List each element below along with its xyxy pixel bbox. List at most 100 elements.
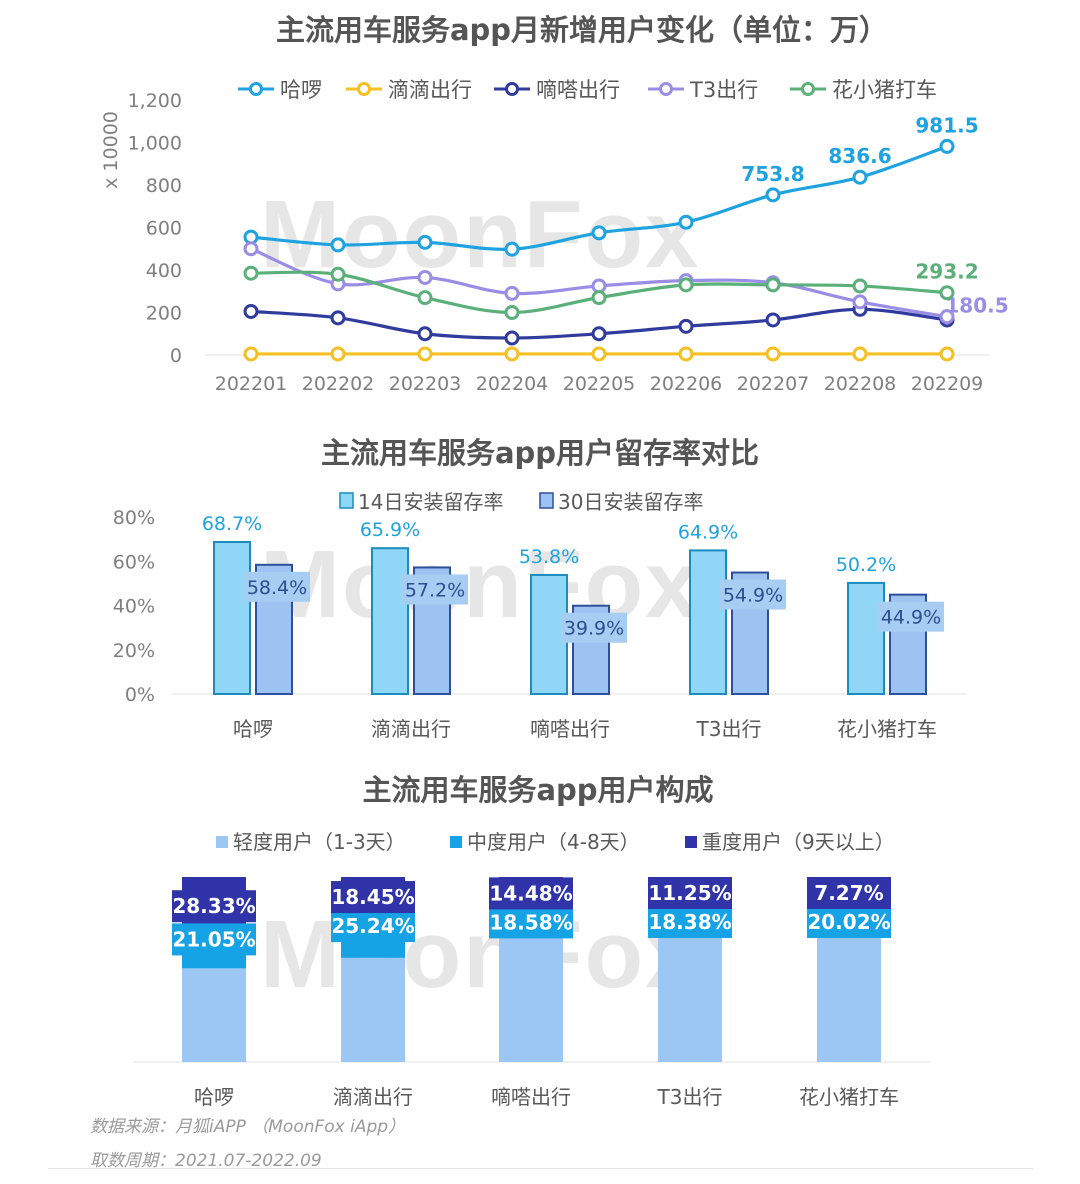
- data-point: [939, 309, 955, 325]
- data-point: [765, 312, 781, 328]
- data-label: 753.8: [741, 162, 804, 186]
- legend-marker-5: [801, 82, 815, 96]
- bar2-label: 44.9%: [881, 607, 941, 629]
- bar2-label-bg: [402, 574, 468, 605]
- label3-bg: [648, 906, 732, 938]
- x3-tick-label: 哈啰: [194, 1085, 234, 1109]
- legend3-swatch-1: [216, 836, 228, 848]
- footer-divider: [48, 1168, 1033, 1169]
- label3-bg: [648, 877, 732, 909]
- data-label: 180.5: [945, 294, 1008, 318]
- data-point: [678, 214, 694, 230]
- x-tick-label: 202205: [563, 373, 636, 395]
- y2-tick-label: 40%: [113, 596, 155, 618]
- y2-tick-label: 20%: [113, 640, 155, 662]
- y2-tick-label: 60%: [113, 551, 155, 573]
- legend3-swatch-3: [685, 836, 697, 848]
- label3-bg: [807, 877, 891, 909]
- y-tick-label: 600: [146, 218, 182, 240]
- label3-bg: [172, 890, 256, 923]
- legend-label-4: T3出行: [689, 78, 758, 102]
- x-tick-label: 202206: [650, 373, 723, 395]
- legend2-swatch-2: [539, 492, 554, 509]
- footer-period: 取数周期：2021.07-2022.09: [90, 1151, 322, 1171]
- data-point: [330, 237, 346, 253]
- chart3-title: 主流用车服务app用户构成: [362, 773, 713, 807]
- data-point: [417, 290, 433, 306]
- data-label: 981.5: [915, 113, 978, 137]
- bar2-label-bg: [561, 612, 627, 643]
- data-point: [504, 330, 520, 346]
- data-point: [417, 269, 433, 285]
- bar2-label: 57.2%: [405, 579, 465, 601]
- bar2-label: 50.2%: [836, 554, 896, 576]
- y-tick-label: 800: [146, 175, 182, 197]
- composition-segment: [658, 931, 722, 1062]
- legend-marker-4: [659, 82, 673, 96]
- y-tick-label: 0: [170, 345, 182, 367]
- data-label: 836.6: [828, 144, 891, 168]
- data-point: [591, 326, 607, 342]
- x3-tick-label: T3出行: [657, 1085, 723, 1109]
- chart1-title: 主流用车服务app月新增用户变化（单位：万）: [276, 13, 888, 47]
- segment-label: 14.48%: [489, 881, 572, 905]
- composition-segment: [499, 938, 563, 1062]
- label3-bg: [489, 877, 573, 910]
- y-axis-label: x 10000: [100, 111, 122, 189]
- data-point: [678, 346, 694, 362]
- label3-bg: [331, 910, 415, 943]
- data-point: [243, 303, 259, 319]
- data-point: [417, 346, 433, 362]
- data-point: [678, 318, 694, 334]
- legend-label-5: 花小猪打车: [832, 78, 937, 102]
- segment-label: 18.38%: [648, 910, 731, 934]
- data-point: [243, 241, 259, 257]
- data-label: 293.2: [915, 260, 978, 284]
- legend-label-3: 嘀嗒出行: [536, 78, 620, 102]
- footer-source: 数据来源：月狐iAPP （MoonFox iApp）: [90, 1117, 406, 1137]
- y2-tick-label: 0%: [125, 684, 155, 706]
- segment-label: 25.24%: [331, 914, 414, 938]
- x2-tick-label: 哈啰: [233, 717, 273, 741]
- x2-tick-label: T3出行: [696, 717, 762, 741]
- composition-segment: [182, 968, 246, 1062]
- data-point: [678, 277, 694, 293]
- legend3-label-3: 重度用户（9天以上）: [702, 830, 895, 854]
- legend3-swatch-2: [450, 836, 462, 848]
- data-point: [939, 346, 955, 362]
- data-point: [591, 290, 607, 306]
- data-point: [852, 346, 868, 362]
- segment-label: 7.27%: [814, 881, 883, 905]
- y-tick-label: 1,000: [128, 133, 182, 155]
- bar2-label: 58.4%: [247, 577, 307, 599]
- x2-tick-label: 滴滴出行: [371, 717, 451, 741]
- data-point: [330, 266, 346, 282]
- label3-bg: [172, 923, 256, 956]
- data-point: [765, 346, 781, 362]
- data-point: [765, 187, 781, 203]
- data-point: [852, 294, 868, 310]
- bar2-label-bg: [244, 571, 310, 602]
- data-point: [591, 225, 607, 241]
- x-tick-label: 202204: [476, 373, 549, 395]
- legend-marker-3: [505, 82, 519, 96]
- segment-label: 20.02%: [807, 910, 890, 934]
- bar2-label: 68.7%: [202, 513, 262, 535]
- data-point: [939, 285, 955, 301]
- x-tick-label: 202208: [824, 373, 897, 395]
- label3-bg: [331, 881, 415, 914]
- legend-marker-1: [249, 82, 263, 96]
- legend-label-2: 滴滴出行: [388, 78, 472, 102]
- segment-label: 11.25%: [648, 881, 731, 905]
- bar2-label: 54.9%: [723, 585, 783, 607]
- chart2-title: 主流用车服务app用户留存率对比: [321, 436, 759, 470]
- segment-label: 28.33%: [172, 894, 255, 918]
- x-tick-label: 202202: [302, 373, 375, 395]
- x-tick-label: 202203: [389, 373, 462, 395]
- data-point: [852, 278, 868, 294]
- x2-tick-label: 花小猪打车: [837, 717, 937, 741]
- retention-bar: [689, 549, 727, 695]
- data-point: [504, 285, 520, 301]
- label3-bg: [807, 906, 891, 938]
